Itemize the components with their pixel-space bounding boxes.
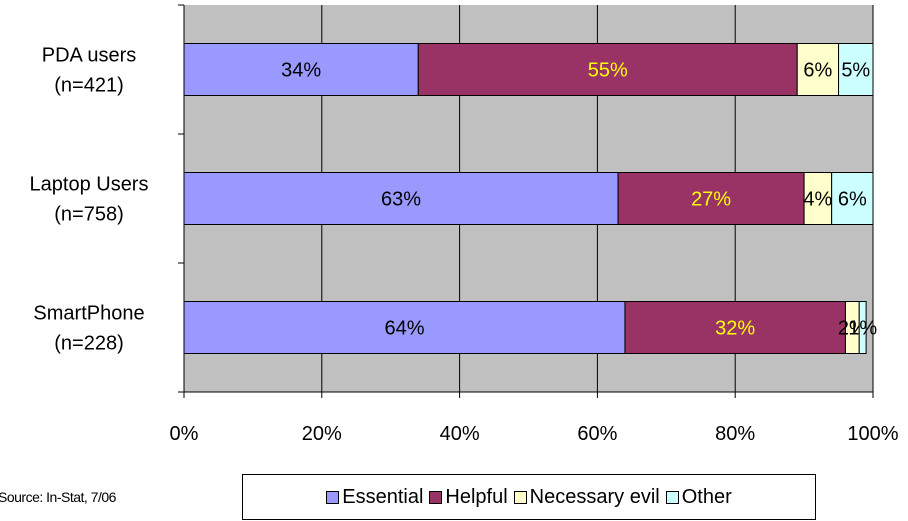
legend: Essential Helpful Necessary evil Other (242, 474, 816, 520)
category-label: (n=758) (54, 204, 124, 226)
bar-segment (858, 301, 867, 354)
bar-segment (796, 43, 840, 96)
data-label: 5% (841, 60, 870, 82)
category-label: (n=228) (54, 333, 124, 355)
data-label: 63% (381, 189, 421, 211)
category-label: SmartPhone (33, 303, 144, 325)
category-label: (n=421) (54, 75, 124, 97)
bar-segment (831, 172, 874, 225)
bar-segment (417, 43, 798, 96)
x-tick-label: 40% (440, 423, 480, 445)
legend-label: Essential (342, 485, 424, 508)
legend-swatch (429, 490, 443, 504)
bar-segment (838, 43, 874, 96)
data-label: 1% (848, 318, 877, 340)
legend-item: Necessary evil (513, 485, 660, 509)
legend-swatch (665, 490, 679, 504)
legend-label: Helpful (445, 485, 508, 508)
data-label: 32% (715, 318, 755, 340)
data-label: 27% (691, 189, 731, 211)
data-label: 34% (281, 60, 321, 82)
bar-segment (183, 43, 419, 96)
legend-label: Other (681, 485, 732, 508)
category-label: PDA users (42, 45, 136, 67)
legend-swatch (513, 490, 527, 504)
legend-item: Helpful (429, 485, 508, 509)
bar-segment (624, 301, 846, 354)
bar-segment (183, 172, 619, 225)
legend-swatch (326, 490, 340, 504)
data-label: 64% (384, 318, 424, 340)
x-tick-label: 20% (302, 423, 342, 445)
data-label: 6% (838, 189, 867, 211)
bar-segment (183, 301, 626, 354)
source-note: Source: In-Stat, 7/06 (0, 489, 116, 505)
legend-label: Necessary evil (529, 485, 660, 508)
x-tick-label: 80% (715, 423, 755, 445)
data-label: 4% (803, 189, 832, 211)
x-tick-label: 0% (170, 423, 199, 445)
x-tick-label: 60% (577, 423, 617, 445)
x-tick-label: 100% (847, 423, 898, 445)
legend-item: Other (665, 485, 732, 509)
data-label: 6% (803, 60, 832, 82)
category-label: Laptop Users (30, 174, 149, 196)
chart: 0% 20% 40% 60% 80% 100% PDA users (n=421) 34% 55%… (30, 4, 899, 445)
legend-item: Essential (326, 486, 423, 509)
data-label: 55% (588, 60, 628, 82)
bar-segment (617, 172, 805, 225)
